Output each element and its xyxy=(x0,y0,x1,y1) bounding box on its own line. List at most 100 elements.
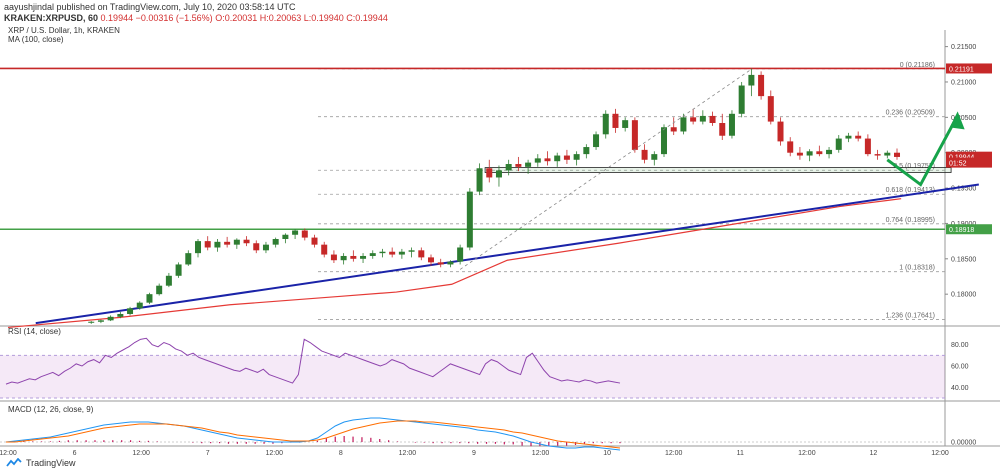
ohlc-values: O:0.20031 H:0.20063 L:0.19940 C:0.19944 xyxy=(215,13,388,23)
candle-body xyxy=(874,154,881,156)
price-tag xyxy=(946,151,992,162)
price-tag xyxy=(946,63,992,74)
candle-body xyxy=(835,138,842,150)
rsi-band xyxy=(0,355,945,398)
candle-body xyxy=(282,234,289,239)
candle-body xyxy=(894,152,901,157)
ma-100-line xyxy=(7,198,902,329)
candle-body xyxy=(709,115,716,123)
price-tag xyxy=(946,157,992,168)
candle-body xyxy=(806,151,813,156)
macd-legend: MACD (12, 26, close, 9) xyxy=(8,405,94,414)
candle-body xyxy=(214,241,221,248)
candle-body xyxy=(136,302,143,309)
candle-body xyxy=(447,261,454,265)
last-price: 0.19944 xyxy=(100,13,134,23)
rsi-line xyxy=(5,337,621,385)
candle-body xyxy=(495,170,502,178)
candle-body xyxy=(719,123,726,136)
footer: TradingView xyxy=(6,458,76,468)
candle-body xyxy=(185,253,192,265)
forecast-arrow xyxy=(886,116,958,187)
fib-level-label: 0.5 (0.19752) xyxy=(893,163,935,170)
candle-body xyxy=(107,316,114,321)
candle-body xyxy=(476,168,483,192)
candle-body xyxy=(418,250,425,258)
candle-body xyxy=(88,321,95,323)
candle-body xyxy=(243,239,250,244)
time-axis-tick-label: 9 xyxy=(472,450,476,457)
candle-body xyxy=(554,155,561,162)
time-axis-tick-label: 12:00 xyxy=(798,450,816,457)
fib-level-label: 0 (0.21186) xyxy=(900,62,935,69)
candle-body xyxy=(816,151,823,155)
candle-body xyxy=(321,244,328,255)
rsi-legend: RSI (14, close) xyxy=(8,327,61,336)
time-axis-tick-label: 12 xyxy=(870,450,878,457)
candle-body xyxy=(651,154,658,160)
candle-body xyxy=(330,254,337,261)
time-axis-tick-label: 12:00 xyxy=(532,450,550,457)
candle-body xyxy=(437,262,444,265)
time-axis-tick-label: 12:00 xyxy=(931,450,949,457)
time-axis-tick-label: 12:00 xyxy=(399,450,417,457)
candle-body xyxy=(728,113,735,136)
candle-body xyxy=(292,230,299,235)
fib-anchor-line xyxy=(459,68,752,270)
candle-body xyxy=(486,168,493,178)
candle-body xyxy=(262,244,269,251)
price-axis-tick-label: 0.18500 xyxy=(951,256,976,263)
candle-body xyxy=(699,115,706,122)
candle-body xyxy=(534,158,541,163)
fib-level-label: 0.764 (0.18995) xyxy=(886,217,935,224)
tradingview-logo-icon xyxy=(6,458,22,467)
candle-body xyxy=(826,149,833,155)
candle-body xyxy=(379,251,386,254)
chart-header: aayushjindal published on TradingView.co… xyxy=(4,2,388,24)
candle-body xyxy=(272,239,279,245)
symbol-line: KRAKEN:XRPUSD, 60 0.19944 −0.00316 (−1.5… xyxy=(4,13,388,24)
candle-body xyxy=(796,152,803,156)
forecast-arrow-head xyxy=(949,111,965,130)
candle-body xyxy=(864,138,871,155)
candle-body xyxy=(758,74,765,97)
price-change: −0.00316 (−1.56%) xyxy=(135,13,213,23)
candle-body xyxy=(408,250,415,252)
candle-body xyxy=(767,96,774,122)
candle-body xyxy=(855,135,862,139)
candle-body xyxy=(195,241,202,254)
candle-body xyxy=(583,147,590,155)
time-axis-tick-label: 12:00 xyxy=(132,450,150,457)
macd-signal-line xyxy=(6,420,621,449)
price-axis-tick-label: 0.21000 xyxy=(951,79,976,86)
candle-body xyxy=(233,239,240,245)
footer-brand: TradingView xyxy=(26,458,76,468)
candle-body xyxy=(301,230,308,238)
candle-body xyxy=(360,255,367,259)
time-axis-tick-label: 8 xyxy=(339,450,343,457)
candle-body xyxy=(748,74,755,86)
fib-level-label: 1 (0.18318) xyxy=(899,265,935,272)
candle-body xyxy=(884,152,891,156)
candle-body xyxy=(253,243,260,251)
price-axis-tick-label: 0.20500 xyxy=(951,115,976,122)
candle-body xyxy=(612,113,619,128)
candle-body xyxy=(457,247,464,262)
candle-body xyxy=(631,120,638,150)
series-title: XRP / U.S. Dollar, 1h, KRAKEN xyxy=(8,26,120,35)
candle-body xyxy=(340,255,347,261)
candle-body xyxy=(146,294,153,303)
candle-body xyxy=(670,127,677,132)
candle-body xyxy=(369,253,376,256)
candle-body xyxy=(544,158,551,162)
time-axis-tick-label: 12:00 xyxy=(266,450,284,457)
symbol-name: KRAKEN:XRPUSD, 60 xyxy=(4,13,99,23)
candle-body xyxy=(787,141,794,153)
macd-axis-tick-label: 0.00000 xyxy=(951,440,976,447)
time-axis-tick-label: 10 xyxy=(603,450,611,457)
macd-line xyxy=(5,417,621,451)
candle-body xyxy=(175,264,182,276)
candle-body xyxy=(690,117,697,122)
candle-body xyxy=(602,113,609,135)
